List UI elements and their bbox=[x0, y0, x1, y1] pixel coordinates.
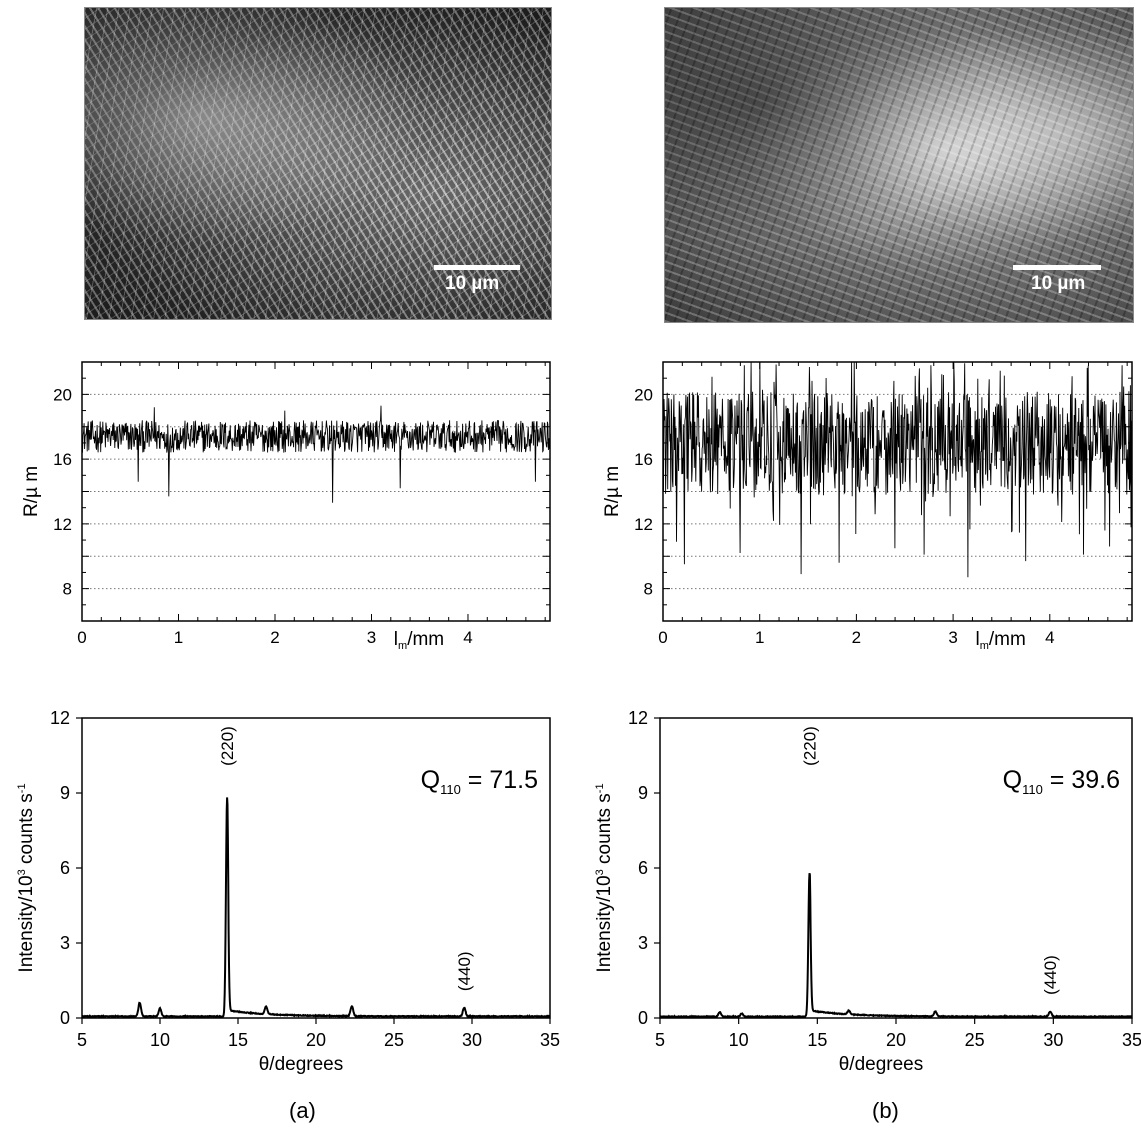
y-tick-label: 3 bbox=[638, 933, 648, 953]
y-tick-label: 3 bbox=[60, 933, 70, 953]
x-tick-label: 2 bbox=[270, 628, 279, 647]
x-tick-label: 5 bbox=[655, 1030, 665, 1050]
x-tick-label: 4 bbox=[463, 628, 472, 647]
x-tick-label: 35 bbox=[1122, 1030, 1141, 1050]
x-tick-label: 0 bbox=[658, 628, 667, 647]
sem-micrograph-b: 10 µm bbox=[664, 7, 1134, 323]
y-tick-label: 20 bbox=[634, 385, 653, 404]
y-tick-label: 16 bbox=[53, 450, 72, 469]
y-axis-label: R/µ m bbox=[602, 466, 623, 517]
y-tick-label: 12 bbox=[628, 708, 648, 728]
peak-label: (440) bbox=[1041, 955, 1060, 995]
panel-label-b: (b) bbox=[872, 1098, 899, 1123]
y-tick-label: 12 bbox=[53, 515, 72, 534]
xrd-chart-b: Intensity/103 counts s-1 (220) (440) Q110 =… bbox=[594, 717, 1133, 1024]
roughness-profile-line bbox=[662, 361, 1133, 578]
plot-frame bbox=[81, 717, 551, 1019]
x-axis-label: θ/degrees bbox=[259, 1054, 344, 1075]
peak-label: (220) bbox=[800, 726, 819, 766]
x-tick-label: 1 bbox=[755, 628, 764, 647]
scale-label: 10 µm bbox=[445, 273, 500, 294]
y-tick-label: 0 bbox=[638, 1008, 648, 1028]
x-tick-label: 30 bbox=[1043, 1030, 1063, 1050]
scale-bar bbox=[434, 265, 520, 270]
y-tick-label: 0 bbox=[60, 1008, 70, 1028]
x-tick-label: 20 bbox=[886, 1030, 906, 1050]
x-axis-label: θ/degrees bbox=[839, 1054, 924, 1075]
x-tick-label: 3 bbox=[367, 628, 376, 647]
y-axis-label: Intensity/103 counts s-1 bbox=[594, 783, 615, 972]
x-tick-label: 2 bbox=[852, 628, 861, 647]
y-tick-label: 8 bbox=[63, 580, 72, 599]
panel-label-a: (a) bbox=[289, 1098, 316, 1123]
scale-label: 10 µm bbox=[1031, 273, 1086, 294]
x-tick-label: 3 bbox=[948, 628, 957, 647]
y-tick-label: 9 bbox=[60, 783, 70, 803]
x-tick-label: 5 bbox=[77, 1030, 87, 1050]
y-axis-label: R/µ m bbox=[21, 466, 42, 517]
x-tick-label: 15 bbox=[228, 1030, 248, 1050]
y-tick-label: 6 bbox=[638, 858, 648, 878]
xrd-pattern-line bbox=[659, 872, 1133, 1019]
y-tick-label: 12 bbox=[634, 515, 653, 534]
plot-frame bbox=[659, 717, 1133, 1019]
xrd-chart-a: Intensity/103 counts s-1 (220) (440) Q110 =… bbox=[16, 717, 551, 1024]
x-tick-label: 20 bbox=[306, 1030, 326, 1050]
x-tick-label: 30 bbox=[462, 1030, 482, 1050]
peak-label: (440) bbox=[455, 951, 474, 991]
x-axis-label: lm/mm bbox=[394, 629, 444, 652]
x-tick-label: 25 bbox=[384, 1030, 404, 1050]
texture-coefficient-annotation: Q110 = 71.5 bbox=[421, 766, 538, 797]
roughness-chart-a: R/µ m lm/mm bbox=[21, 361, 551, 652]
x-tick-label: 10 bbox=[729, 1030, 749, 1050]
x-tick-label: 0 bbox=[77, 628, 86, 647]
peak-label: (220) bbox=[218, 726, 237, 766]
y-tick-label: 16 bbox=[634, 450, 653, 469]
y-tick-label: 20 bbox=[53, 385, 72, 404]
scale-bar bbox=[1013, 265, 1101, 270]
x-tick-label: 10 bbox=[150, 1030, 170, 1050]
plot-frame bbox=[81, 361, 551, 622]
y-tick-label: 12 bbox=[50, 708, 70, 728]
x-axis-label: lm/mm bbox=[976, 629, 1026, 652]
y-axis-label: Intensity/103 counts s-1 bbox=[16, 783, 37, 972]
texture-coefficient-annotation: Q110 = 39.6 bbox=[1003, 766, 1120, 797]
x-tick-label: 1 bbox=[174, 628, 183, 647]
x-tick-label: 4 bbox=[1045, 628, 1054, 647]
y-tick-label: 6 bbox=[60, 858, 70, 878]
x-tick-label: 15 bbox=[807, 1030, 827, 1050]
roughness-chart-b: R/µ m lm/mm bbox=[602, 361, 1133, 652]
sem-micrograph-a: 10 µm bbox=[84, 7, 552, 320]
roughness-profile-line bbox=[81, 405, 551, 503]
x-tick-label: 35 bbox=[540, 1030, 560, 1050]
x-tick-label: 25 bbox=[965, 1030, 985, 1050]
y-tick-label: 9 bbox=[638, 783, 648, 803]
xrd-pattern-line bbox=[81, 797, 551, 1019]
y-tick-label: 8 bbox=[644, 580, 653, 599]
